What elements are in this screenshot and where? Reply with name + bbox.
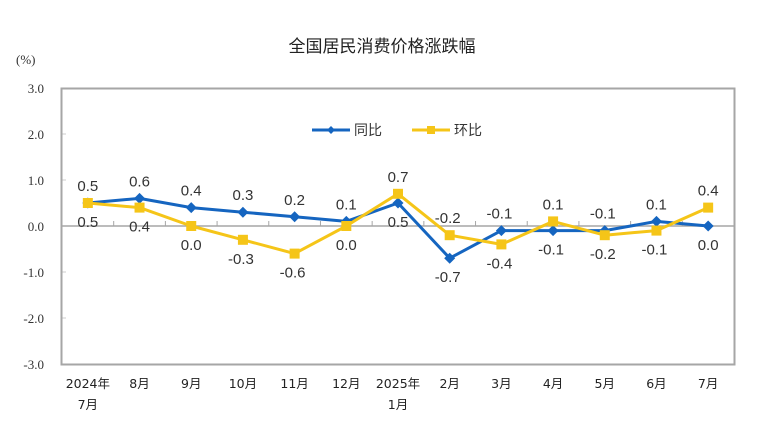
data-label: 0.4	[129, 219, 150, 236]
x-tick-label: 6月	[646, 376, 666, 391]
data-label: -0.2	[435, 210, 461, 227]
x-tick-label: 3月	[491, 376, 511, 391]
data-label: -0.1	[538, 242, 564, 259]
data-label: 0.1	[336, 196, 357, 213]
data-label: -0.2	[590, 246, 616, 263]
legend-label: 环比	[454, 123, 482, 139]
square-marker	[82, 198, 93, 208]
x-tick-label: 7月	[78, 397, 98, 412]
data-label: 0.5	[388, 214, 409, 231]
square-marker	[548, 216, 559, 227]
diamond-marker	[650, 215, 662, 227]
square-marker	[703, 202, 714, 213]
data-label: 0.2	[284, 192, 305, 209]
data-label: 0.0	[698, 237, 719, 254]
data-label: -0.1	[590, 206, 616, 223]
y-tick-label: 2.0	[28, 127, 44, 142]
square-marker	[651, 225, 662, 236]
data-label: -0.7	[435, 269, 461, 286]
square-marker	[496, 239, 507, 250]
y-tick-label: -2.0	[23, 311, 44, 326]
diamond-marker	[185, 202, 197, 214]
y-tick-label: 3.0	[28, 81, 44, 96]
x-tick-label: 1月	[388, 397, 408, 412]
legend-label: 同比	[354, 123, 382, 139]
square-marker	[289, 248, 300, 259]
diamond-marker	[392, 197, 404, 209]
square-marker	[134, 202, 145, 213]
zero-line	[62, 221, 734, 227]
diamond-marker	[702, 220, 714, 232]
data-label: -0.1	[486, 206, 512, 223]
x-tick-label: 9月	[181, 376, 201, 391]
data-label: -0.3	[228, 251, 254, 268]
x-tick-label: 7月	[698, 376, 718, 391]
diamond-marker	[289, 211, 301, 223]
x-tick-label: 12月	[332, 376, 360, 391]
square-marker	[341, 221, 352, 231]
x-tick-label: 2月	[439, 376, 459, 391]
data-label: 0.5	[77, 178, 98, 195]
x-tick-label: 8月	[129, 376, 149, 391]
x-tick-label: 10月	[229, 376, 257, 391]
chart-title: 全国居民消费价格涨跌幅	[289, 37, 476, 57]
diamond-marker	[444, 252, 456, 264]
y-axis-unit: (%)	[16, 52, 36, 67]
series-lines	[82, 188, 714, 264]
diamond-marker	[547, 225, 559, 237]
data-label: 0.0	[336, 237, 357, 254]
data-label: 0.3	[232, 187, 253, 204]
square-marker	[237, 234, 248, 245]
data-labels: 0.5 0.6 0.4 0.3 0.2 0.1 0.5 -0.7 -0.1 -0.1 -0.1 0.1…	[77, 169, 718, 286]
x-tick-label: 5月	[595, 376, 615, 391]
diamond-marker	[237, 206, 249, 218]
data-label: 0.4	[181, 183, 202, 200]
y-axis-ticks: 3.0 2.0 1.0 0.0 -1.0 -2.0 -3.0	[23, 81, 66, 372]
data-label: 0.0	[181, 237, 202, 254]
data-label: 0.5	[77, 214, 98, 231]
data-label: 0.1	[543, 196, 564, 213]
x-tick-label: 11月	[280, 376, 308, 391]
x-tick-label: 2025年	[376, 376, 420, 391]
data-label: 0.7	[388, 169, 409, 186]
x-tick-label: 2024年	[66, 376, 110, 391]
plot-frame	[60, 87, 736, 366]
x-axis-ticks: 2024年 7月 8月 9月 10月 11月 12月 2025年 1月 2月 3月 4月 5月 6月 7月	[66, 376, 719, 412]
square-marker	[393, 188, 403, 199]
data-label: -0.6	[280, 265, 306, 282]
y-tick-label: -3.0	[23, 357, 44, 372]
data-label: -0.4	[486, 255, 512, 272]
legend: 同比 环比	[312, 123, 482, 139]
diamond-marker	[495, 225, 507, 237]
square-marker	[599, 230, 610, 241]
legend-square-icon	[427, 126, 435, 134]
square-marker	[444, 230, 455, 241]
y-tick-label: 1.0	[28, 173, 44, 188]
diamond-marker	[134, 192, 146, 204]
data-label: -0.1	[642, 242, 668, 259]
legend-diamond-icon	[327, 126, 335, 134]
x-tick-label: 4月	[543, 376, 563, 391]
y-tick-label: -1.0	[23, 265, 44, 280]
data-label: 0.1	[646, 196, 667, 213]
y-tick-label: 0.0	[28, 219, 44, 234]
data-label: 0.4	[698, 183, 719, 200]
data-label: 0.6	[129, 173, 150, 190]
square-marker	[186, 221, 197, 231]
